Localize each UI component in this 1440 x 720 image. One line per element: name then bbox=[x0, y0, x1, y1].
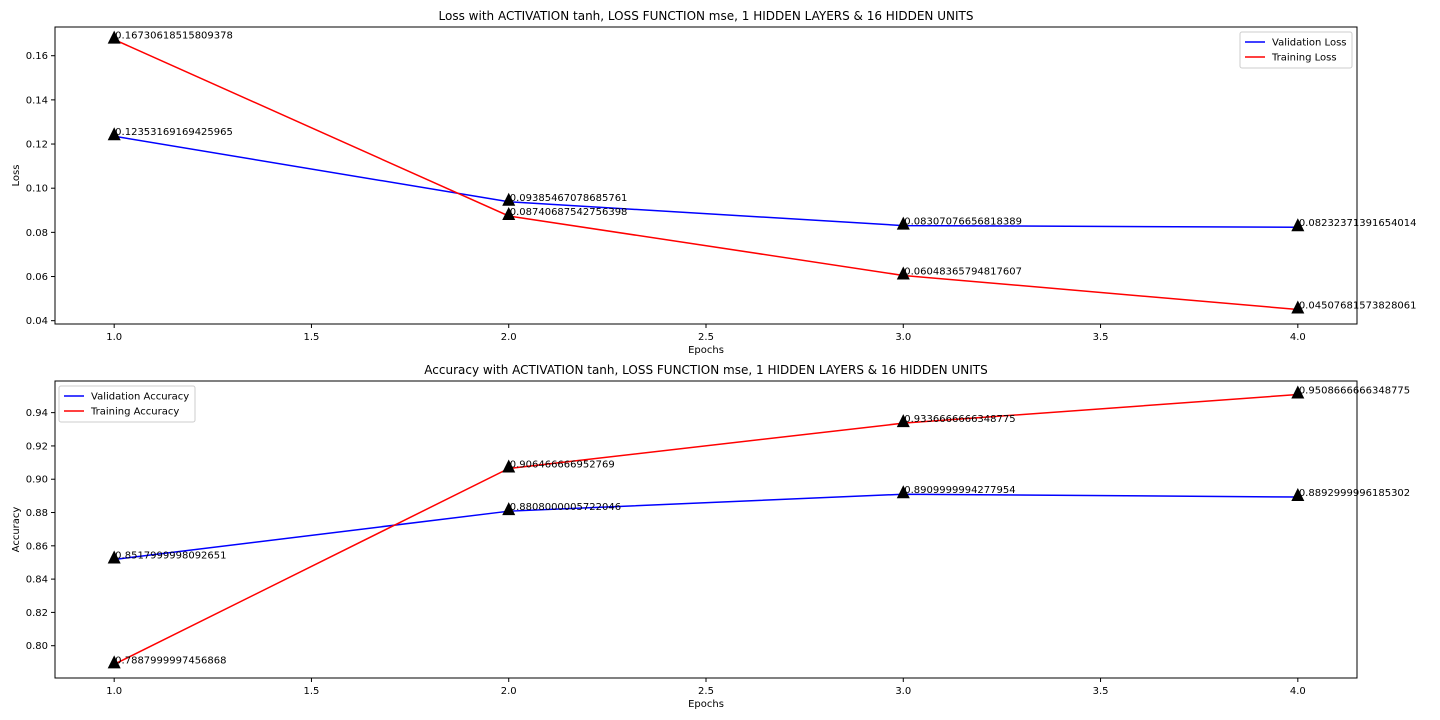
data-label: 0.12353169169425965 bbox=[115, 127, 233, 138]
x-tick-label: 3.5 bbox=[1093, 686, 1109, 697]
x-tick-label: 2.0 bbox=[501, 332, 517, 343]
data-point-marker bbox=[107, 550, 121, 564]
data-point-marker bbox=[1291, 300, 1305, 314]
data-point-marker bbox=[896, 216, 910, 230]
data-point-marker bbox=[1291, 385, 1305, 399]
legend-entry: Validation Loss bbox=[1272, 38, 1347, 49]
data-label: 0.08307076656818389 bbox=[904, 217, 1022, 228]
data-point-marker bbox=[896, 414, 910, 428]
data-label: 0.8909999994277954 bbox=[904, 485, 1015, 496]
data-point-marker bbox=[107, 127, 121, 141]
legend: Validation Loss Training Loss bbox=[1239, 31, 1353, 69]
y-tick-label: 0.12 bbox=[26, 140, 48, 151]
data-point-marker bbox=[896, 485, 910, 499]
chart-title: Accuracy with ACTIVATION tanh, LOSS FUNC… bbox=[424, 363, 987, 377]
data-point-marker bbox=[502, 502, 516, 516]
x-tick-label: 4.0 bbox=[1290, 686, 1306, 697]
series-line-validation-accuracy bbox=[114, 493, 1298, 561]
x-tick-label: 2.5 bbox=[698, 686, 714, 697]
x-axis-label: Epochs bbox=[688, 699, 724, 710]
series-line-training-loss bbox=[113, 38, 1298, 311]
x-tick-label: 1.5 bbox=[304, 686, 320, 697]
data-point-marker bbox=[502, 459, 516, 473]
y-axis-label: Accuracy bbox=[11, 507, 22, 553]
data-label: 0.8892999996185302 bbox=[1299, 488, 1410, 499]
data-label: 0.08740687542756398 bbox=[510, 207, 628, 218]
y-tick-label: 0.92 bbox=[26, 441, 48, 452]
data-label: 0.16730618515809378 bbox=[115, 31, 233, 42]
data-label: 0.08232371391654014 bbox=[1299, 218, 1417, 229]
data-label: 0.7887999997456868 bbox=[115, 655, 226, 666]
data-point-marker bbox=[502, 192, 516, 206]
subplot-accuracy: Accuracy with ACTIVATION tanh, LOSS FUNC… bbox=[11, 363, 1410, 710]
data-label: 0.09385467078685761 bbox=[510, 193, 628, 204]
y-tick-label: 0.80 bbox=[26, 641, 48, 652]
data-label: 0.9336666666348775 bbox=[904, 414, 1015, 425]
data-point-marker bbox=[896, 266, 910, 280]
data-point-marker bbox=[1291, 218, 1305, 232]
series-line-training-accuracy bbox=[113, 393, 1298, 666]
x-tick-label: 3.0 bbox=[895, 686, 911, 697]
y-tick-label: 0.84 bbox=[26, 575, 48, 586]
series-line-validation-loss bbox=[114, 135, 1298, 228]
y-tick-label: 0.90 bbox=[26, 475, 48, 486]
y-axis-label: Loss bbox=[11, 165, 22, 187]
data-label: 0.04507681573828061 bbox=[1299, 300, 1417, 311]
legend-entry: Training Accuracy bbox=[90, 407, 179, 418]
data-point-marker bbox=[502, 207, 516, 221]
y-tick-label: 0.88 bbox=[26, 508, 48, 519]
y-tick-label: 0.82 bbox=[26, 608, 48, 619]
data-label: 0.8808000005722046 bbox=[510, 502, 621, 513]
data-point-marker bbox=[107, 30, 121, 44]
y-tick-label: 0.86 bbox=[26, 541, 48, 552]
data-label: 0.8517999998092651 bbox=[115, 550, 226, 561]
legend-box bbox=[1239, 31, 1353, 69]
y-tick-label: 0.06 bbox=[26, 272, 48, 283]
legend: Validation Accuracy Training Accuracy bbox=[58, 385, 196, 423]
data-point-marker bbox=[107, 655, 121, 669]
y-tick-label: 0.08 bbox=[26, 228, 48, 239]
y-tick-label: 0.04 bbox=[26, 316, 48, 327]
chart-title: Loss with ACTIVATION tanh, LOSS FUNCTION… bbox=[439, 9, 974, 23]
x-tick-label: 1.0 bbox=[106, 686, 122, 697]
axes-frame bbox=[54, 26, 1358, 325]
x-tick-label: 2.5 bbox=[698, 332, 714, 343]
data-point-marker bbox=[1291, 488, 1305, 502]
x-tick-label: 1.0 bbox=[106, 332, 122, 343]
legend-entry: Validation Accuracy bbox=[91, 392, 189, 403]
x-axis-label: Epochs bbox=[688, 345, 724, 356]
x-tick-label: 3.5 bbox=[1093, 332, 1109, 343]
x-tick-label: 2.0 bbox=[501, 686, 517, 697]
legend-entry: Training Loss bbox=[1271, 53, 1337, 64]
axes-frame bbox=[54, 380, 1358, 679]
subplot-loss: Loss with ACTIVATION tanh, LOSS FUNCTION… bbox=[11, 9, 1417, 356]
data-label: 0.06048365794817607 bbox=[904, 266, 1022, 277]
y-tick-label: 0.14 bbox=[26, 95, 48, 106]
data-label: 0.906466666952769 bbox=[510, 459, 615, 470]
x-tick-label: 3.0 bbox=[895, 332, 911, 343]
x-tick-label: 1.5 bbox=[304, 332, 320, 343]
legend-box bbox=[58, 385, 196, 423]
data-label: 0.9508666666348775 bbox=[1299, 386, 1410, 397]
y-tick-label: 0.94 bbox=[26, 408, 48, 419]
y-tick-label: 0.10 bbox=[26, 184, 48, 195]
x-tick-label: 4.0 bbox=[1290, 332, 1306, 343]
y-tick-label: 0.16 bbox=[26, 51, 48, 62]
